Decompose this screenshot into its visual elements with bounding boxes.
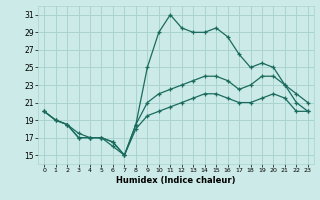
- X-axis label: Humidex (Indice chaleur): Humidex (Indice chaleur): [116, 176, 236, 185]
